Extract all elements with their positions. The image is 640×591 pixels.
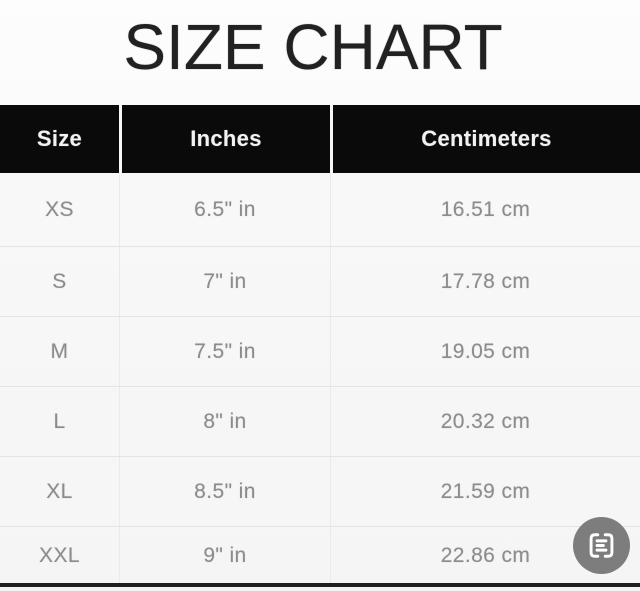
scan-text-icon [581, 525, 622, 566]
cell-centimeters: 16.51 cm [330, 173, 640, 246]
cell-size: XXL [39, 543, 80, 567]
table-row-xxl: XXL 9" in 22.86 cm [0, 527, 640, 584]
cell-centimeters: 22.86 cm [330, 527, 640, 584]
cell-inches: 8" in [119, 387, 330, 456]
table-row-xs: XS 6.5" in 16.51 cm [0, 173, 640, 247]
cell-inches: 7" in [119, 247, 330, 316]
cell-inches: 6.5" in [119, 173, 330, 246]
column-header-centimeters: Centimeters [330, 105, 640, 173]
table-row-s: S 7" in 17.78 cm [0, 247, 640, 317]
cell-size: XL [46, 479, 73, 503]
table-body: XS 6.5" in 16.51 cm S 7" in 17.78 cm M 7… [0, 173, 640, 584]
cell-inches: 7.5" in [119, 317, 330, 386]
table-bottom-rule [0, 583, 640, 587]
cell-centimeters: 17.78 cm [330, 247, 640, 316]
size-chart-table: Size Inches Centimeters XS 6.5" in 16.51… [0, 105, 640, 584]
cell-inches: 8.5" in [119, 457, 330, 526]
table-row-xl: XL 8.5" in 21.59 cm [0, 457, 640, 527]
table-header-row: Size Inches Centimeters [0, 105, 640, 173]
cell-size: S [52, 269, 67, 293]
cell-size: XS [45, 197, 74, 221]
table-row-l: L 8" in 20.32 cm [0, 387, 640, 457]
cell-centimeters: 19.05 cm [330, 317, 640, 386]
table-row-m: M 7.5" in 19.05 cm [0, 317, 640, 387]
column-header-inches: Inches [119, 105, 330, 173]
cell-size: M [50, 339, 69, 363]
cell-centimeters: 21.59 cm [330, 457, 640, 526]
column-header-size: Size [0, 105, 119, 173]
page-title: SIZE CHART [123, 11, 503, 83]
cell-centimeters: 20.32 cm [330, 387, 640, 456]
scan-text-button[interactable] [573, 517, 630, 574]
cell-inches: 9" in [119, 527, 330, 584]
cell-size: L [53, 409, 66, 433]
